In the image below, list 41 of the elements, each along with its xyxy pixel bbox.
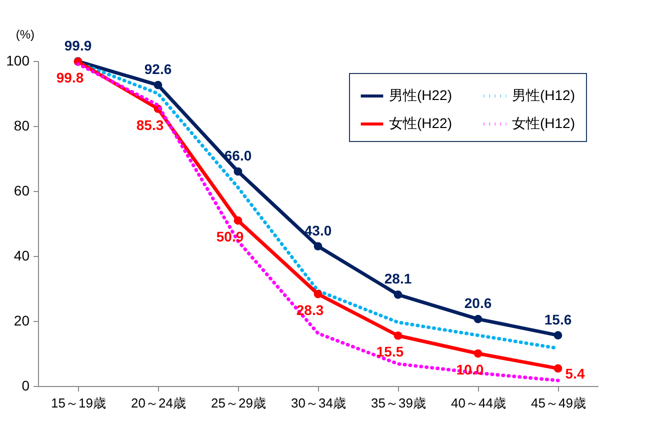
point xyxy=(154,80,162,90)
x-tick-label: 45～49歳 xyxy=(531,396,586,410)
y-tick-label: 0 xyxy=(22,378,30,394)
data-label: 43.0 xyxy=(304,222,332,238)
point xyxy=(314,290,322,298)
legend-label: 女性(H22) xyxy=(389,115,452,131)
y-tick-label: 100 xyxy=(6,52,30,68)
point xyxy=(554,331,562,340)
data-label: 99.8 xyxy=(56,70,84,86)
x-tick-label: 30～34歳 xyxy=(291,396,346,410)
y-tick-label: 60 xyxy=(14,182,30,198)
point xyxy=(394,331,402,340)
data-label: 28.1 xyxy=(384,270,412,287)
legend-label: 男性(H12) xyxy=(512,87,576,103)
x-tick-label: 40～44歳 xyxy=(451,396,506,410)
point xyxy=(474,349,482,358)
data-label: 85.3 xyxy=(136,116,164,133)
x-tick-label: 35～39歳 xyxy=(371,396,426,410)
x-tick-label: 15～19歳 xyxy=(51,396,106,410)
legend-label: 男性(H22) xyxy=(389,87,452,103)
y-tick-label: 80 xyxy=(14,118,30,134)
data-label: 50.9 xyxy=(216,228,244,245)
data-label: 15.5 xyxy=(376,344,404,360)
point xyxy=(394,290,402,299)
legend-label: 女性(H12) xyxy=(512,115,576,131)
point xyxy=(314,242,322,250)
data-label: 5.4 xyxy=(565,365,585,382)
y-axis-title: (%) xyxy=(16,28,34,42)
data-label: 99.9 xyxy=(64,37,92,54)
point xyxy=(474,314,482,324)
point xyxy=(234,216,242,225)
x-tick-label: 20～24歳 xyxy=(131,396,186,410)
data-label: 92.6 xyxy=(144,61,172,78)
data-label: 15.6 xyxy=(544,311,572,328)
x-tick-label: 25～29歳 xyxy=(211,396,266,410)
data-label: 20.6 xyxy=(464,295,492,312)
data-label: 28.3 xyxy=(296,302,324,318)
point xyxy=(234,167,242,176)
y-tick-label: 40 xyxy=(14,248,30,264)
point xyxy=(554,364,562,373)
y-tick-label: 20 xyxy=(14,312,30,328)
